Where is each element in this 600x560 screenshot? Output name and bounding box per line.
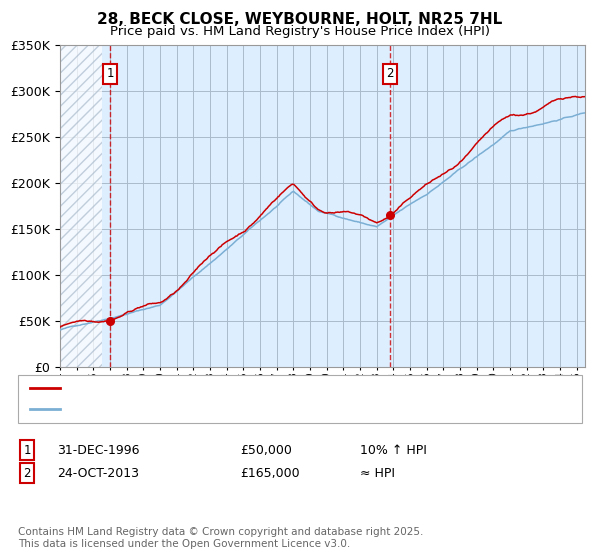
Text: HPI: Average price, semi-detached house, North Norfolk: HPI: Average price, semi-detached house,… [63, 402, 393, 416]
Text: 1: 1 [106, 67, 113, 80]
Text: 31-DEC-1996: 31-DEC-1996 [57, 444, 139, 457]
Text: ≈ HPI: ≈ HPI [360, 466, 395, 480]
Text: 28, BECK CLOSE, WEYBOURNE, HOLT, NR25 7HL (semi-detached house): 28, BECK CLOSE, WEYBOURNE, HOLT, NR25 7H… [63, 381, 486, 394]
Text: £165,000: £165,000 [240, 466, 299, 480]
Text: Price paid vs. HM Land Registry's House Price Index (HPI): Price paid vs. HM Land Registry's House … [110, 25, 490, 38]
Text: 1: 1 [23, 444, 31, 457]
Text: 24-OCT-2013: 24-OCT-2013 [57, 466, 139, 480]
Text: £50,000: £50,000 [240, 444, 292, 457]
Text: 10% ↑ HPI: 10% ↑ HPI [360, 444, 427, 457]
Text: Contains HM Land Registry data © Crown copyright and database right 2025.
This d: Contains HM Land Registry data © Crown c… [18, 527, 424, 549]
Text: 2: 2 [386, 67, 394, 80]
Text: 28, BECK CLOSE, WEYBOURNE, HOLT, NR25 7HL: 28, BECK CLOSE, WEYBOURNE, HOLT, NR25 7H… [97, 12, 503, 27]
Text: 2: 2 [23, 466, 31, 480]
Legend: 28, BECK CLOSE, WEYBOURNE, HOLT, NR25 7HL (semi-detached house), HPI: Average pr: 28, BECK CLOSE, WEYBOURNE, HOLT, NR25 7H… [24, 376, 490, 417]
